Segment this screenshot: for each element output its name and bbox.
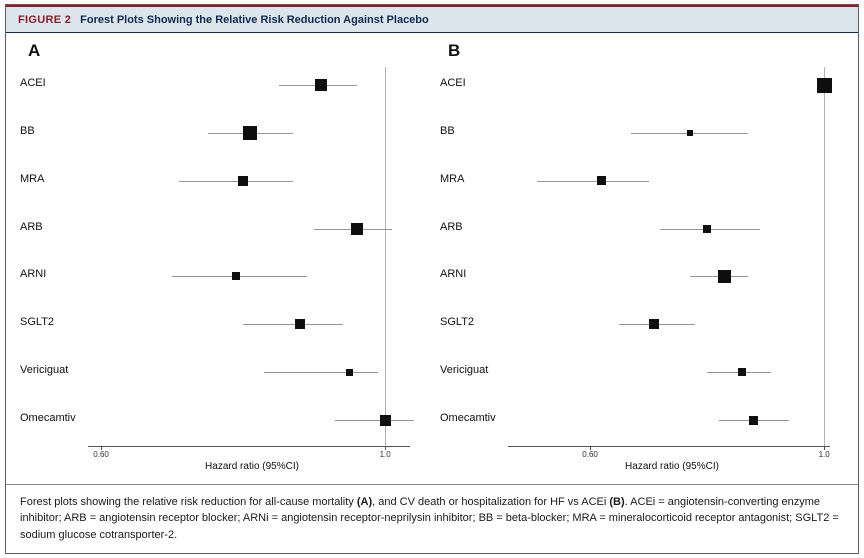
reference-line (824, 67, 826, 446)
panel-a-letter: A (28, 41, 41, 60)
row-label: Vericiguat (440, 364, 489, 377)
row-label: ARNI (440, 268, 467, 281)
row-label: ACEI (440, 77, 466, 89)
figure-header: FIGURE 2 Forest Plots Showing the Relati… (6, 5, 858, 33)
row-label: MRA (440, 172, 465, 185)
hr-marker (379, 414, 391, 426)
x-axis-title: Hazard ratio (95%CI) (625, 461, 719, 472)
panel-b-plot: 0.60 1.0 Hazard ratio (95%CI) ACEI BB MRA ARB A… (440, 63, 844, 480)
forest-panel-b: B 0.60 1.0 Hazard ratio (95%CI) ACEI BB MRA AR… (432, 35, 852, 484)
reference-line (385, 67, 387, 446)
hr-marker (350, 222, 363, 235)
hr-marker (816, 77, 832, 93)
row-label: SGLT2 (440, 316, 475, 329)
hr-marker (718, 269, 732, 283)
hr-marker (738, 368, 747, 377)
row-label: Omecamtiv (440, 412, 496, 424)
row-label: ARNI (20, 268, 47, 281)
x-axis-tick-label: 0.60 (93, 450, 109, 459)
forest-panel-a: A 0.60 1.0 Hazard ratio (95%CI) ACEI BB MRA AR… (12, 35, 432, 484)
hr-marker (243, 125, 258, 140)
figure-2: FIGURE 2 Forest Plots Showing the Relati… (5, 4, 859, 554)
figure-caption: Forest plots showing the relative risk r… (6, 483, 858, 553)
hr-marker (346, 368, 354, 376)
ci-line (335, 420, 414, 421)
ci-line (264, 372, 379, 374)
row-label: BB (20, 124, 35, 137)
hr-marker (649, 319, 660, 330)
x-axis (508, 446, 830, 447)
forest-plots: A 0.60 1.0 Hazard ratio (95%CI) ACEI BB MRA AR… (6, 33, 858, 484)
hr-marker (749, 415, 759, 425)
hr-marker (686, 129, 693, 136)
hr-marker (703, 224, 712, 233)
x-axis-tick-label: 1.0 (379, 450, 391, 459)
caption-text: Forest plots showing the relative risk r… (20, 495, 357, 508)
x-axis-tick-label: 1.0 (818, 450, 830, 459)
x-axis-tick (385, 446, 387, 450)
x-axis (88, 446, 410, 447)
panel-a-plot: 0.60 1.0 Hazard ratio (95%CI) ACEI BB MRA ARB A… (20, 63, 424, 480)
hr-marker (597, 176, 607, 186)
hr-marker (232, 272, 241, 281)
hr-marker (238, 175, 249, 186)
row-label: Omecamtiv (20, 412, 76, 424)
x-axis-tick (590, 446, 592, 450)
caption-text: . ACEi = angiotensin-converting enzyme i… (20, 495, 839, 541)
caption-text: , and CV death or hospitalization for HF… (372, 495, 610, 508)
ci-line (537, 180, 649, 182)
row-label: MRA (20, 172, 45, 185)
row-label: ACEI (20, 77, 46, 89)
caption-text: (B) (609, 495, 625, 508)
hr-marker (315, 79, 328, 91)
x-axis-title: Hazard ratio (95%CI) (205, 461, 299, 472)
figure-label: FIGURE 2 (18, 13, 72, 26)
x-axis-tick (824, 446, 826, 450)
row-label: Vericiguat (20, 364, 69, 377)
row-label: SGLT2 (20, 316, 55, 329)
ci-line (179, 180, 293, 182)
figure-title: Forest Plots Showing the Relative Risk R… (80, 13, 429, 26)
x-axis-tick (101, 446, 103, 450)
caption-text: (A) (356, 495, 373, 508)
row-label: ARB (20, 220, 43, 233)
row-label: BB (440, 124, 455, 137)
x-axis-tick-label: 0.60 (582, 450, 598, 459)
hr-marker (294, 319, 305, 330)
ci-line (243, 324, 343, 326)
panel-b-letter: B (448, 41, 461, 60)
row-label: ARB (440, 220, 463, 233)
